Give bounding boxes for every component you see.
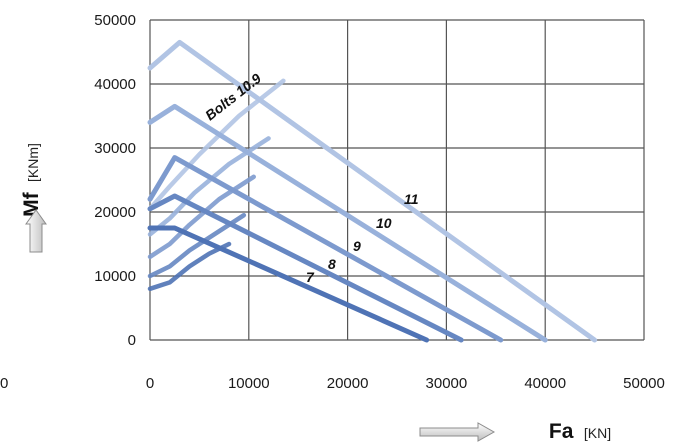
series-lines [147,39,598,343]
x-tick-labels: 0 10000 20000 30000 40000 50000 [146,375,665,392]
y-tick-label: 10000 [94,268,136,285]
left-stray-tick: 0 [0,375,8,392]
plot-area [150,20,644,340]
bolt-curve [147,136,271,237]
y-tick-label: 40000 [94,76,136,93]
svg-text:Mf [KNm]: Mf [KNm] [20,143,43,217]
bolt-curve [147,212,247,279]
x-tick-label: 30000 [426,375,468,392]
annotation-8: 8 [328,256,336,272]
x-tick-label: 10000 [228,375,270,392]
annotation-10: 10 [376,215,392,231]
bolt-curve [147,241,232,292]
x-tick-label: 50000 [623,375,665,392]
y-tick-labels: 0 10000 20000 30000 40000 50000 [94,12,136,349]
annotation-7: 7 [306,269,315,285]
annotation-9: 9 [353,238,361,254]
series-line-9 [147,155,504,343]
y-tick-label: 0 [128,332,136,349]
y-axis-label: Mf [20,191,43,216]
y-axis-title: Mf [KNm] [20,143,43,217]
x-axis-title: Fa [KN] [549,420,611,443]
gridlines [149,19,645,341]
y-axis-unit: [KNm] [25,143,41,182]
series-line-8 [147,193,464,343]
arrow-right-icon [419,422,496,442]
y-tick-label: 50000 [94,12,136,29]
arrow-up-icon [25,209,47,253]
y-tick-label: 20000 [94,204,136,221]
x-tick-label: 20000 [327,375,369,392]
x-tick-label: 0 [146,375,154,392]
series-line-7 [147,225,430,343]
svg-text:Fa [KN]: Fa [KN] [549,420,611,443]
series-line-11 [147,39,598,343]
annotation-11: 11 [404,191,419,207]
y-tick-label: 30000 [94,140,136,157]
plot-background [150,20,644,340]
bolt-curve [147,78,286,212]
x-tick-label: 40000 [524,375,566,392]
x-axis-unit: [KN] [584,425,611,441]
x-axis-label: Fa [549,420,574,443]
series-line-10 [147,103,548,343]
